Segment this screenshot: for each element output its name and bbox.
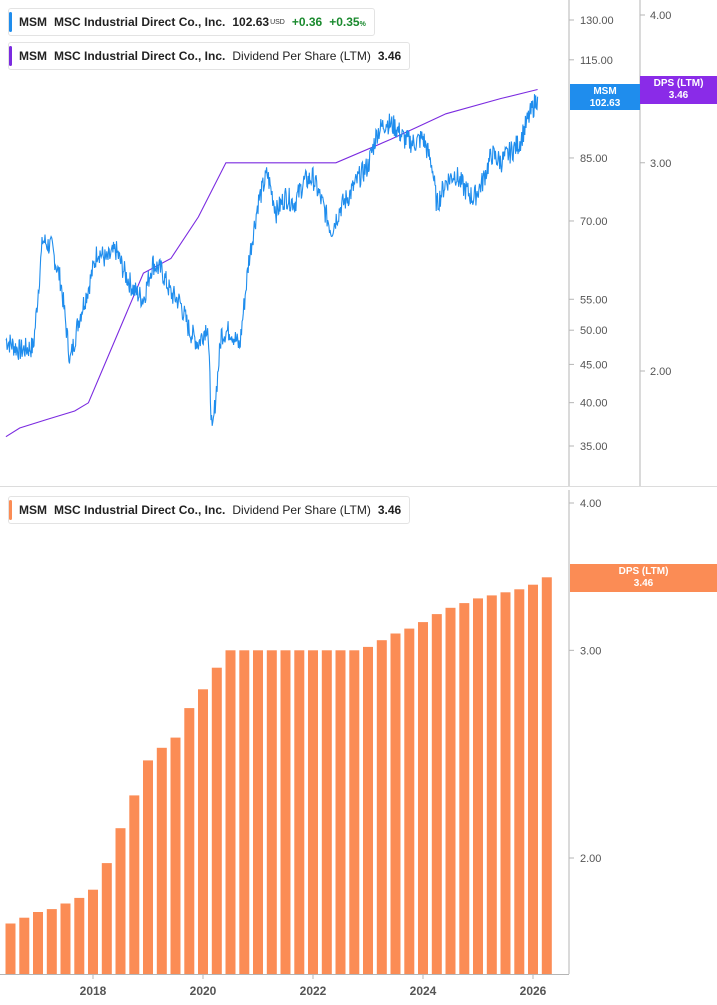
dps-bar [349,650,360,974]
dps-bottom-tag-label: DPS (LTM) [618,566,669,577]
price-axis-tick-label: 85.00 [580,153,608,165]
x-axis-tick-label: 2018 [80,984,107,998]
dps-bar [74,897,85,974]
dps-bottom-last-tag: DPS (LTM) 3.46 [570,564,717,592]
dps-bar [280,650,291,974]
legend-currency: USD [270,18,285,26]
price-tag-value: 102.63 [589,98,621,109]
dps-bar [115,828,126,974]
legend-metric: Dividend Per Share (LTM) [232,49,371,63]
dps-bottom-tag-value: 3.46 [633,578,654,589]
dps-bar [46,909,57,974]
dps-bar [308,650,318,974]
dps-bar [211,667,222,974]
price-axis-tick-label: 50.00 [580,325,608,337]
price-line-series [5,94,539,426]
dps-bar [528,584,538,974]
price-last-tag: MSM 102.63 [570,84,640,110]
dps-bar [129,795,140,974]
legend-price[interactable]: MSM MSC Industrial Direct Co., Inc. 102.… [8,8,375,36]
dps-bar [33,912,43,974]
legend-dps-top[interactable]: MSM MSC Industrial Direct Co., Inc. Divi… [8,42,411,70]
dps-bar [143,760,153,974]
dps-bar [5,923,16,974]
legend-metric: Dividend Per Share (LTM) [232,503,371,517]
dps-bar [294,650,305,974]
price-axis-tick-label: 130.00 [580,15,614,27]
dps-top-legend-swatch [9,46,12,66]
price-legend-swatch [9,12,12,32]
dps-bar [541,577,552,974]
legend-value: 3.46 [377,49,402,63]
dps-bar [404,628,415,974]
dps-bar [225,650,236,974]
dps-bar [486,595,497,974]
price-axis-tick-label: 35.00 [580,441,608,453]
legend-ticker: MSM [19,503,47,517]
dps-axis-tick-label: 2.00 [650,366,671,378]
legend-change-pct: +0.35% [329,15,366,29]
price-axis-tick-label: 55.00 [580,294,608,306]
x-axis-tick-label: 2020 [190,984,217,998]
dps-top-tag-value: 3.46 [668,90,689,101]
dps-line-series [5,88,538,438]
dps-bottom-legend-swatch [9,500,12,520]
dps-bar [198,689,208,974]
dps-top-tag-label: DPS (LTM) [653,78,704,89]
x-axis-tick-label: 2022 [300,984,327,998]
dps-bar [184,708,195,974]
legend-dps-bottom[interactable]: MSM MSC Industrial Direct Co., Inc. Divi… [8,496,411,524]
price-axis-tick-label: 70.00 [580,216,608,228]
dps-bar [363,646,373,974]
price-axis-tick-label: 45.00 [580,359,608,371]
bar-axis-tick-label: 3.00 [580,645,601,657]
legend-value: 3.46 [377,503,402,517]
dps-top-last-tag: DPS (LTM) 3.46 [640,76,717,104]
dps-bar [431,614,442,974]
dps-bar [170,737,181,974]
dps-bar [19,917,30,974]
dps-bar [514,589,525,974]
dps-bar [156,747,167,974]
dps-bar [60,903,71,974]
x-axis-tick-label: 2026 [520,984,547,998]
price-tag-ticker: MSM [593,86,617,97]
legend-ticker: MSM [19,15,47,29]
price-axis-tick-label: 40.00 [580,398,608,410]
dps-bar [459,603,470,974]
dps-axis-tick-label: 4.00 [650,10,671,22]
dps-bar [321,650,332,974]
dps-bar [418,622,428,974]
legend-ticker: MSM [19,49,47,63]
dps-bar [445,607,456,974]
dps-bar [266,650,277,974]
price-axis-tick-label: 115.00 [580,55,613,67]
dps-bar [473,598,483,974]
dps-bar [390,633,401,974]
dps-bar [239,650,250,974]
legend-company: MSC Industrial Direct Co., Inc. [54,15,226,29]
bar-axis-tick-label: 4.00 [580,498,601,510]
dps-bar [88,889,98,974]
dps-bar [101,863,112,974]
dps-bar [376,640,387,974]
dps-bar [335,650,346,974]
legend-price-value: 102.63 [232,15,270,29]
dps-bar [253,650,263,974]
bar-axis-tick-label: 2.00 [580,853,601,865]
legend-company: MSC Industrial Direct Co., Inc. [54,49,226,63]
legend-change: +0.36 [291,15,323,29]
dps-bar [500,592,511,974]
legend-company: MSC Industrial Direct Co., Inc. [54,503,226,517]
x-axis-tick-label: 2024 [410,984,437,998]
dps-axis-tick-label: 3.00 [650,158,671,170]
